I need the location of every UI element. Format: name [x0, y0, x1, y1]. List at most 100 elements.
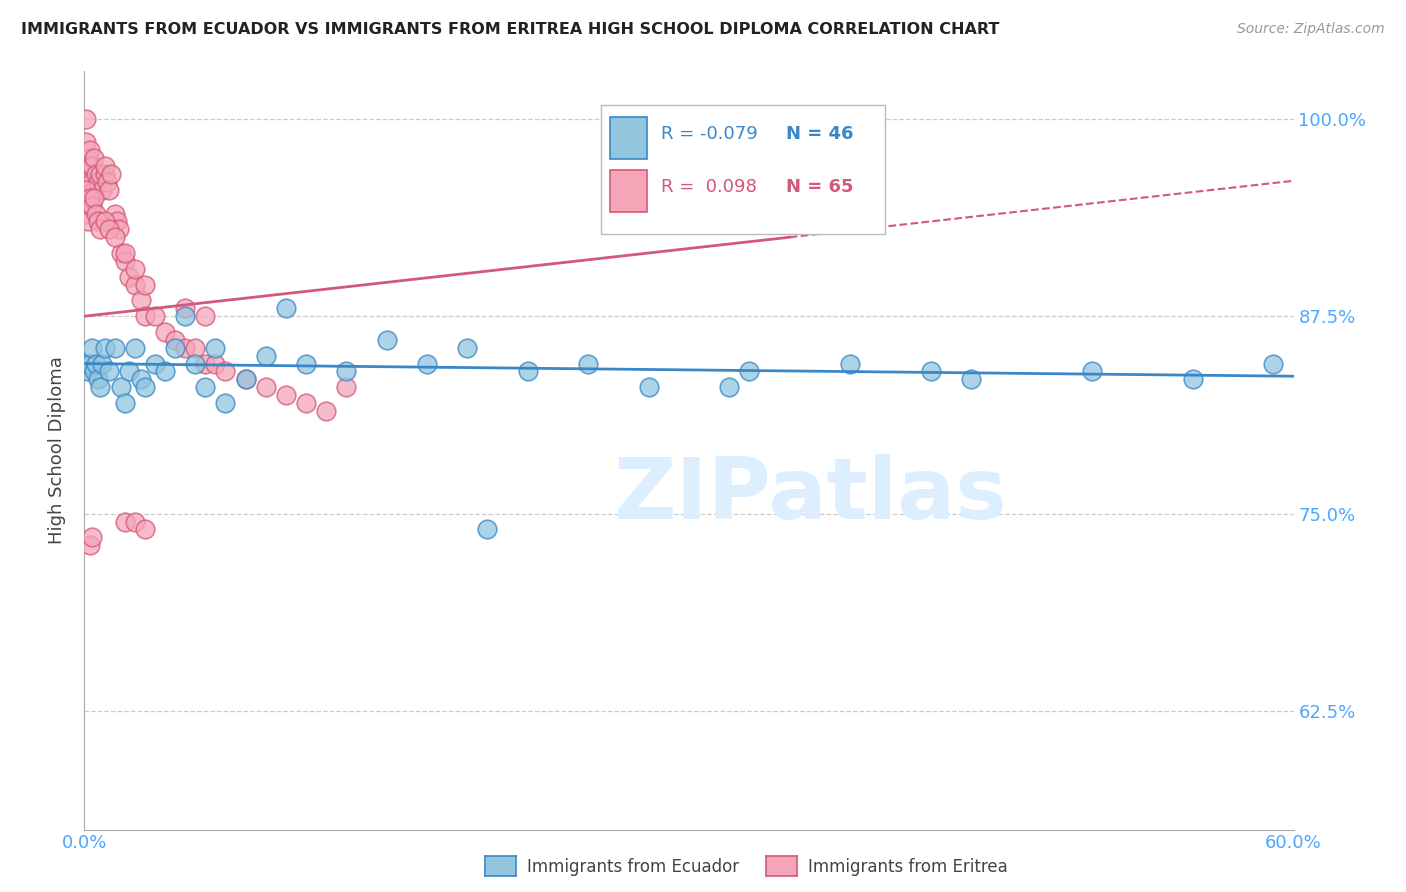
Point — [194, 357, 217, 371]
Point — [295, 357, 318, 371]
Point — [77, 151, 100, 165]
Point — [75, 136, 97, 150]
Point — [118, 269, 141, 284]
Text: N = 65: N = 65 — [786, 178, 853, 195]
Text: Immigrants from Eritrea: Immigrants from Eritrea — [808, 858, 1008, 876]
Point — [184, 357, 207, 371]
Point — [87, 175, 110, 189]
Point — [93, 167, 115, 181]
Point — [75, 112, 97, 126]
Point — [174, 341, 197, 355]
Point — [77, 364, 100, 378]
Point — [516, 364, 538, 378]
Point — [96, 175, 118, 189]
Point — [87, 372, 110, 386]
Point — [143, 309, 166, 323]
Point — [134, 277, 156, 292]
Point — [93, 214, 115, 228]
Point — [718, 380, 741, 394]
Point — [105, 214, 128, 228]
Point — [104, 206, 127, 220]
Point — [143, 357, 166, 371]
Point — [315, 404, 337, 418]
Point — [1081, 364, 1104, 378]
Point — [274, 301, 297, 316]
Point — [93, 159, 115, 173]
Point — [194, 380, 217, 394]
Point — [153, 364, 176, 378]
Point — [124, 341, 146, 355]
Text: IMMIGRANTS FROM ECUADOR VS IMMIGRANTS FROM ERITREA HIGH SCHOOL DIPLOMA CORRELATI: IMMIGRANTS FROM ECUADOR VS IMMIGRANTS FR… — [21, 22, 1000, 37]
Point — [920, 364, 942, 378]
Point — [93, 341, 115, 355]
Point — [335, 364, 357, 378]
Point — [295, 396, 318, 410]
Point — [79, 159, 101, 173]
Point — [235, 372, 257, 386]
Text: Immigrants from Ecuador: Immigrants from Ecuador — [527, 858, 740, 876]
Point — [107, 222, 129, 236]
Point — [104, 341, 127, 355]
Point — [86, 357, 108, 371]
FancyBboxPatch shape — [610, 117, 647, 159]
Point — [204, 341, 226, 355]
Point — [134, 523, 156, 537]
Point — [97, 364, 120, 378]
Point — [79, 144, 101, 158]
FancyBboxPatch shape — [600, 105, 884, 235]
Text: Source: ZipAtlas.com: Source: ZipAtlas.com — [1237, 22, 1385, 37]
Point — [214, 396, 236, 410]
Point — [114, 253, 136, 268]
Point — [576, 357, 599, 371]
Point — [87, 214, 110, 228]
Point — [79, 191, 101, 205]
Point — [129, 293, 152, 308]
Point — [134, 309, 156, 323]
Point — [83, 364, 105, 378]
Point — [82, 199, 104, 213]
Point — [89, 167, 111, 181]
Point — [416, 357, 439, 371]
Point — [124, 261, 146, 276]
FancyBboxPatch shape — [610, 170, 647, 211]
Point — [83, 191, 105, 205]
Point — [254, 380, 277, 394]
Point — [214, 364, 236, 378]
Text: ZIPatlas: ZIPatlas — [613, 454, 1007, 538]
Point — [75, 357, 97, 371]
Point — [114, 246, 136, 260]
Point — [82, 341, 104, 355]
Point — [114, 396, 136, 410]
Point — [165, 333, 187, 347]
Point — [839, 357, 862, 371]
Point — [91, 357, 114, 371]
Point — [134, 380, 156, 394]
Point — [124, 277, 146, 292]
Point — [104, 230, 127, 244]
Point — [1181, 372, 1204, 386]
Point — [235, 372, 257, 386]
Point — [124, 515, 146, 529]
Point — [274, 388, 297, 402]
Point — [118, 364, 141, 378]
Point — [86, 167, 108, 181]
Point — [114, 515, 136, 529]
Point — [97, 222, 120, 236]
Point — [335, 380, 357, 394]
Point — [100, 167, 122, 181]
Point — [129, 372, 152, 386]
Point — [184, 341, 207, 355]
Point — [110, 246, 132, 260]
Point — [82, 175, 104, 189]
Point — [477, 523, 499, 537]
Point — [77, 199, 100, 213]
Point — [82, 159, 104, 173]
Point — [82, 530, 104, 544]
Point — [79, 538, 101, 552]
Point — [91, 183, 114, 197]
Point — [89, 380, 111, 394]
Point — [83, 151, 105, 165]
Text: R =  0.098: R = 0.098 — [661, 178, 756, 195]
Point — [86, 206, 108, 220]
Point — [77, 167, 100, 181]
